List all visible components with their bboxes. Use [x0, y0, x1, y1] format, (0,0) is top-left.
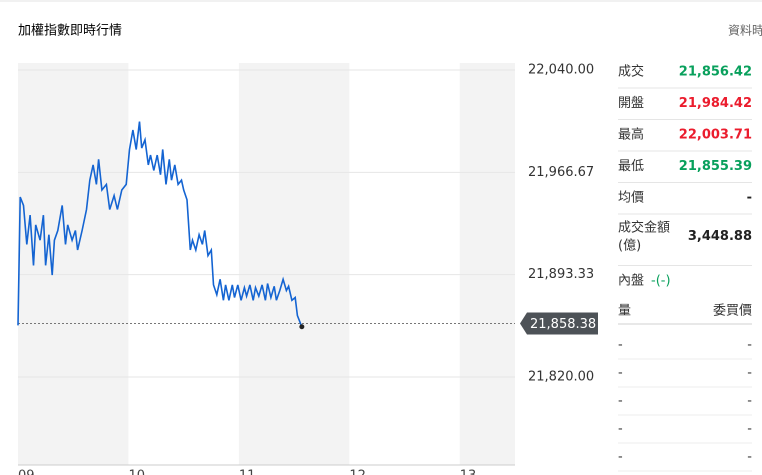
x-tick-label: 12 [349, 469, 366, 475]
session-band [18, 63, 129, 465]
quote-value: 21,984.42 [679, 96, 752, 111]
book-cell: - [618, 366, 623, 381]
session-band [459, 63, 515, 465]
y-tick-label: 22,040.00 [528, 63, 594, 78]
book-cell: - [618, 394, 623, 409]
page-title: 加權指數即時行情 [18, 24, 122, 39]
y-tick-label: 21,820.00 [528, 370, 594, 385]
quote-label: 成交 [618, 64, 644, 80]
quote-value: 22,003.71 [679, 128, 752, 143]
quote-label: 成交金額(億) [618, 219, 670, 253]
y-tick-label: 21,966.67 [528, 165, 594, 180]
quote-label: 開盤 [618, 96, 644, 111]
reference-box [520, 312, 598, 335]
session-band [238, 63, 350, 465]
quote-value: 21,855.39 [679, 159, 752, 174]
quote-value: 3,448.88 [688, 229, 752, 244]
book-cell: - [618, 422, 623, 437]
book-cell: - [747, 366, 752, 381]
y-tick-label: 21,893.33 [528, 267, 594, 282]
book-cell: - [747, 394, 752, 409]
x-tick-label: 10 [128, 469, 145, 475]
book-header: 委買價 [713, 304, 752, 319]
x-tick-label: 13 [460, 469, 477, 475]
reference-label: 21,858.38 [530, 317, 596, 332]
book-cell: - [618, 338, 623, 353]
quote-label: 最低 [618, 159, 644, 174]
x-tick-label: 09 [18, 469, 35, 475]
last-point [299, 324, 305, 330]
quote-value: 21,856.42 [679, 65, 752, 80]
quote-label: 最高 [618, 127, 644, 143]
inner-label: 內盤 [618, 274, 644, 289]
quote-value: - [747, 191, 752, 206]
book-cell: - [618, 450, 623, 465]
book-cell: - [747, 450, 752, 465]
source-note: 資料時 [728, 24, 762, 38]
inner-value: -(-) [651, 274, 671, 289]
book-cell: - [747, 338, 752, 353]
book-cell: - [747, 422, 752, 437]
x-tick-label: 11 [239, 469, 256, 475]
book-header: 量 [618, 304, 631, 319]
quote-label: 均價 [618, 191, 644, 206]
price-line [17, 121, 303, 328]
